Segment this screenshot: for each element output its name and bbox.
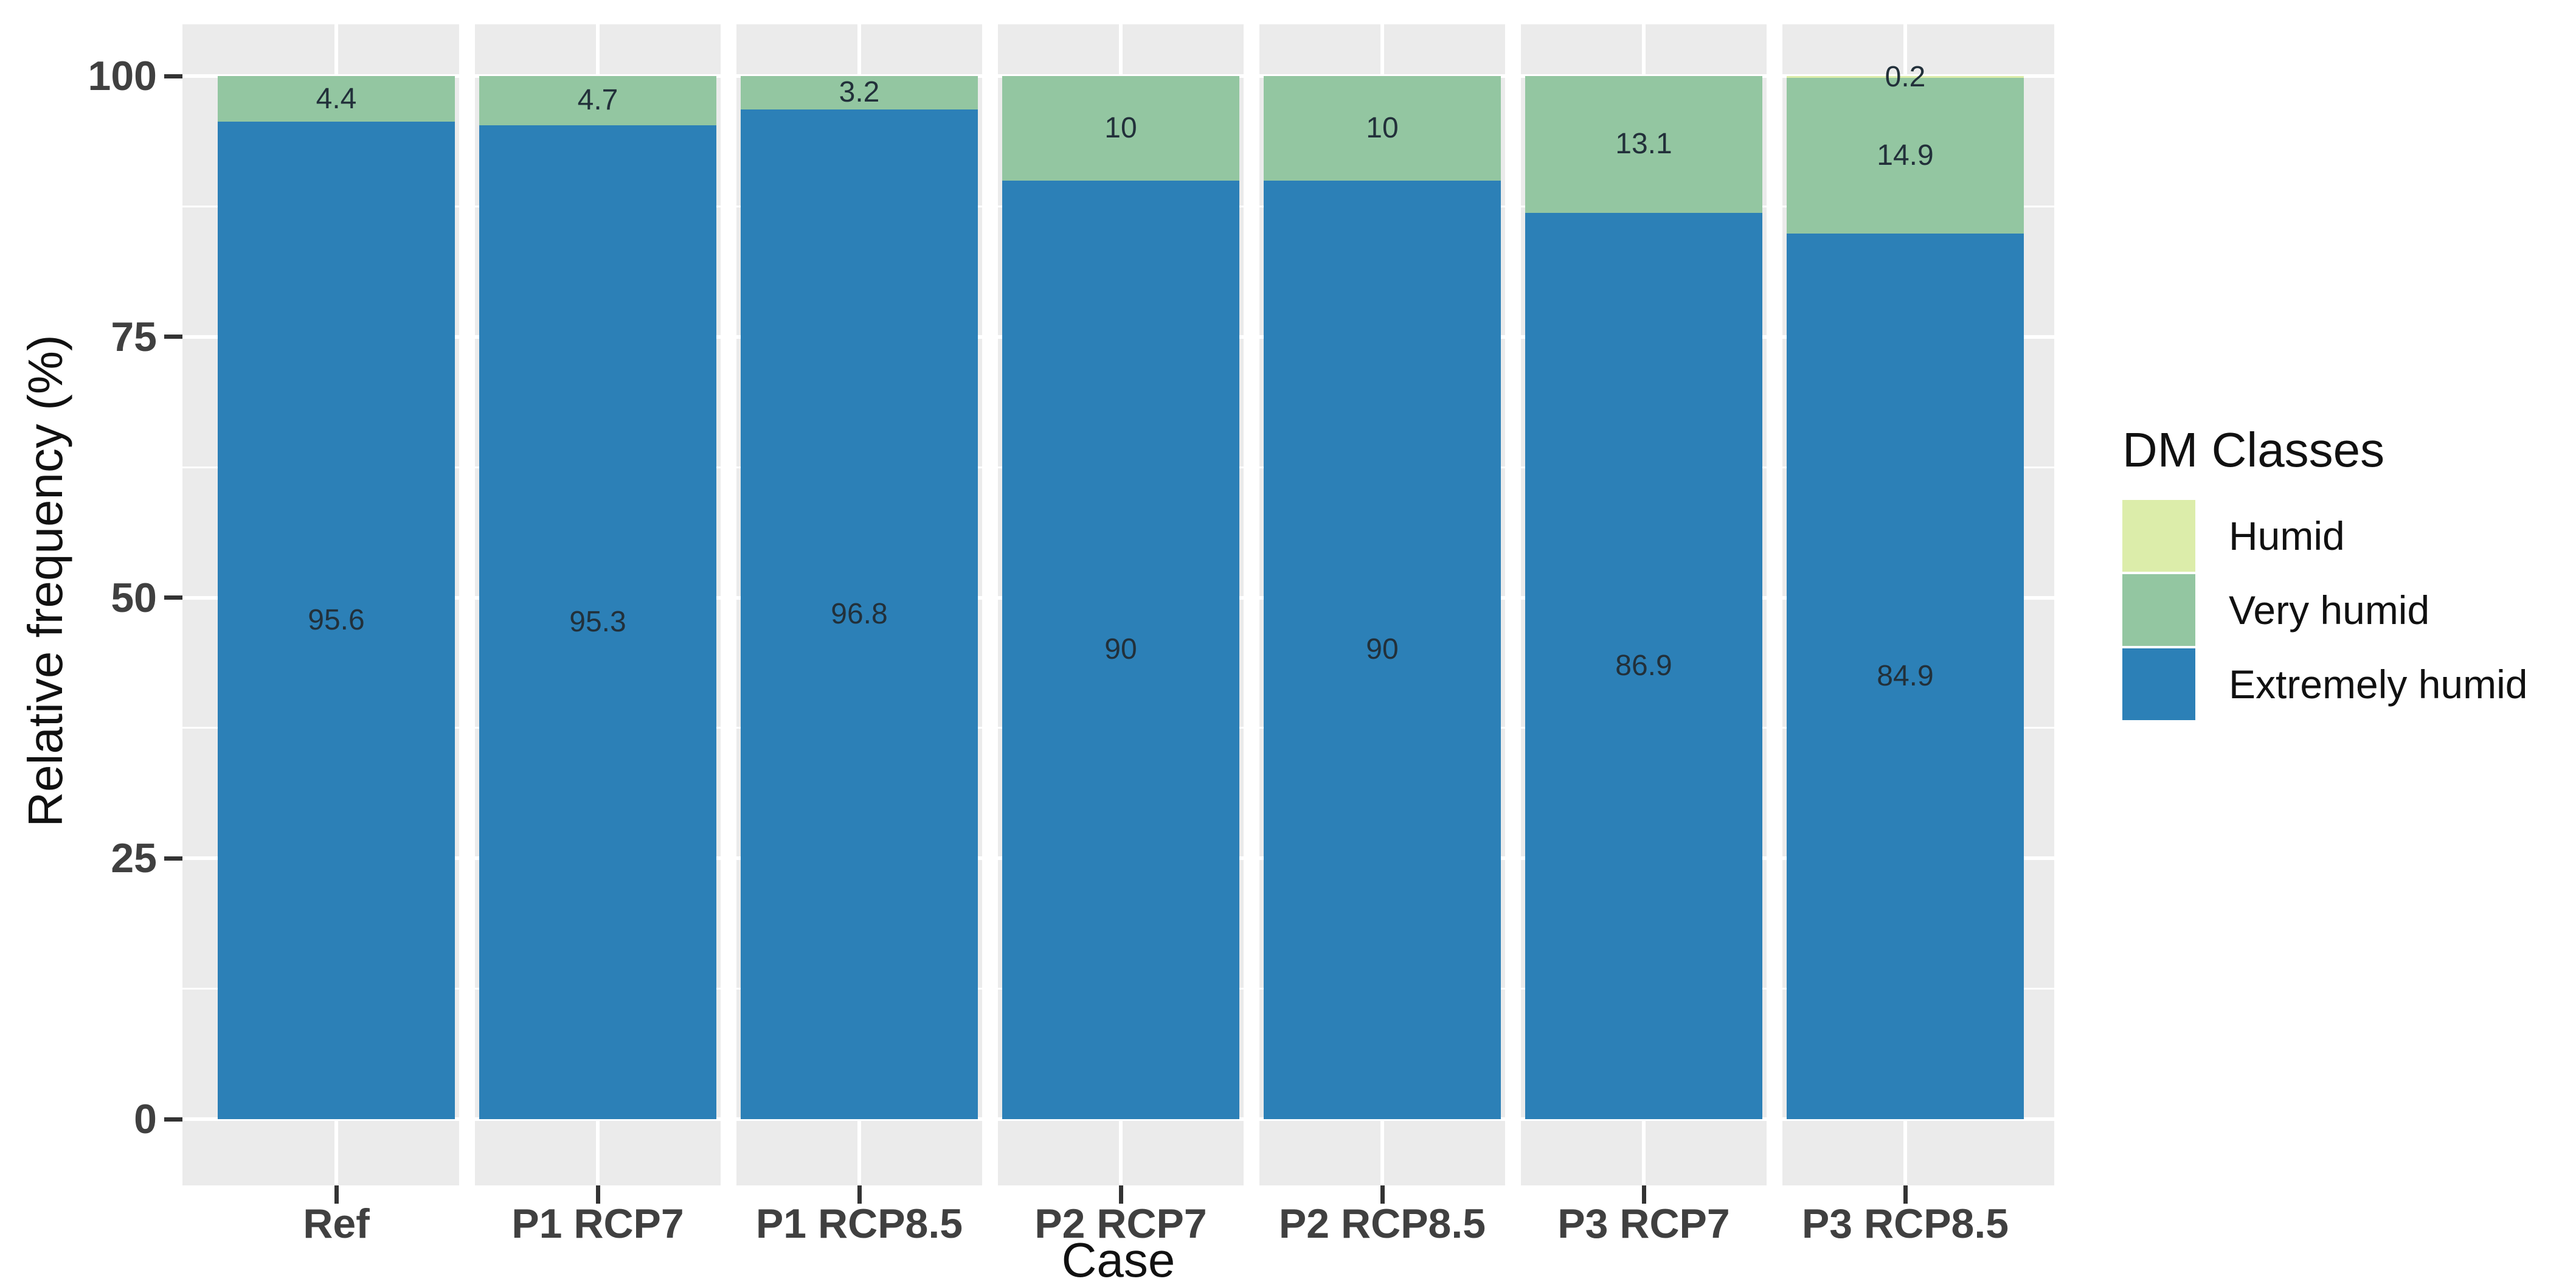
legend-swatch-extremely-humid	[2122, 648, 2195, 720]
y-tick-label: 75	[111, 313, 157, 360]
legend-title: DM Classes	[2122, 423, 2385, 477]
y-tick-label: 0	[134, 1096, 157, 1142]
bar-segment-extremely-humid	[1787, 233, 2024, 1119]
y-tick-mark	[164, 74, 182, 78]
x-tick-mark	[857, 1185, 862, 1204]
x-tick-label: Ref	[303, 1201, 370, 1247]
bar-value-label: 10	[1366, 111, 1399, 144]
x-tick-label: P2 RCP8.5	[1278, 1201, 1486, 1247]
bar-segment-extremely-humid	[1525, 212, 1762, 1119]
bar-segment-very-humid	[1002, 76, 1239, 181]
bar-value-label: 90	[1366, 633, 1399, 666]
y-tick-mark	[164, 1117, 182, 1122]
x-tick-label: P3 RCP8.5	[1801, 1201, 2009, 1247]
x-tick-mark	[595, 1185, 600, 1204]
legend-label: Extremely humid	[2229, 662, 2528, 707]
bar-value-label: 96.8	[831, 597, 888, 630]
y-tick-mark	[164, 335, 182, 339]
bar-segment-extremely-humid	[1002, 180, 1239, 1119]
y-tick-label: 25	[111, 835, 157, 882]
x-tick-label: P2 RCP7	[1034, 1201, 1207, 1247]
bar-segment-extremely-humid	[1264, 180, 1501, 1119]
gridline-minor-vertical	[1244, 24, 1259, 1185]
bar-segment-extremely-humid	[479, 125, 716, 1119]
y-tick-mark	[164, 856, 182, 861]
bar-value-label: 95.3	[569, 605, 626, 638]
gridline-minor-vertical	[1505, 24, 1521, 1185]
bar-segment-very-humid	[1264, 76, 1501, 181]
x-tick-mark	[1903, 1185, 1908, 1204]
bar-segment-very-humid	[479, 76, 716, 125]
gridline-minor-vertical	[982, 24, 998, 1185]
bar-value-label: 4.7	[577, 84, 618, 117]
gridline-minor-vertical	[459, 24, 475, 1185]
x-tick-label: P1 RCP8.5	[755, 1201, 963, 1247]
bar-segment-extremely-humid	[741, 109, 978, 1119]
x-tick-label: P1 RCP7	[511, 1201, 684, 1247]
x-tick-label: P3 RCP7	[1557, 1201, 1730, 1247]
bar-value-label: 95.6	[308, 604, 365, 637]
bar-value-label: 4.4	[316, 82, 357, 115]
x-tick-mark	[1380, 1185, 1385, 1204]
bar-segment-very-humid	[1787, 78, 2024, 234]
gridline-minor-vertical	[1767, 24, 1782, 1185]
bar-value-label: 90	[1104, 633, 1137, 666]
bar-value-label: 13.1	[1615, 128, 1672, 161]
y-tick-mark	[164, 595, 182, 600]
plot-panel: 95.6 4.4 95.3 4.7 96.8 3.2 90 10 90 10 86.9 13.1 84.…	[182, 24, 2054, 1185]
y-tick-label: 100	[88, 53, 157, 99]
legend-swatch-very-humid	[2122, 574, 2195, 646]
gridline-major-horizontal	[182, 1117, 2054, 1121]
legend-label: Humid	[2229, 513, 2345, 558]
bar-value-label: 3.2	[839, 76, 880, 109]
x-tick-mark	[334, 1185, 339, 1204]
bar-value-label: 0.2	[1885, 60, 1926, 93]
legend-label: Very humid	[2229, 588, 2430, 633]
bar-value-label: 14.9	[1877, 139, 1934, 172]
bar-segment-humid	[1787, 76, 2024, 78]
bar-segment-very-humid	[741, 76, 978, 109]
bar-value-label: 86.9	[1615, 649, 1672, 682]
legend-swatch-humid	[2122, 500, 2195, 572]
bar-value-label: 10	[1104, 111, 1137, 144]
x-tick-mark	[1641, 1185, 1646, 1204]
bar-segment-very-humid	[218, 76, 455, 122]
y-tick-label: 50	[111, 574, 157, 621]
bar-segment-extremely-humid	[218, 122, 455, 1119]
bar-value-label: 84.9	[1877, 659, 1934, 692]
bar-segment-very-humid	[1525, 76, 1762, 213]
x-axis-title: Case	[1061, 1233, 1175, 1287]
gridline-minor-vertical	[721, 24, 736, 1185]
x-tick-mark	[1118, 1185, 1123, 1204]
